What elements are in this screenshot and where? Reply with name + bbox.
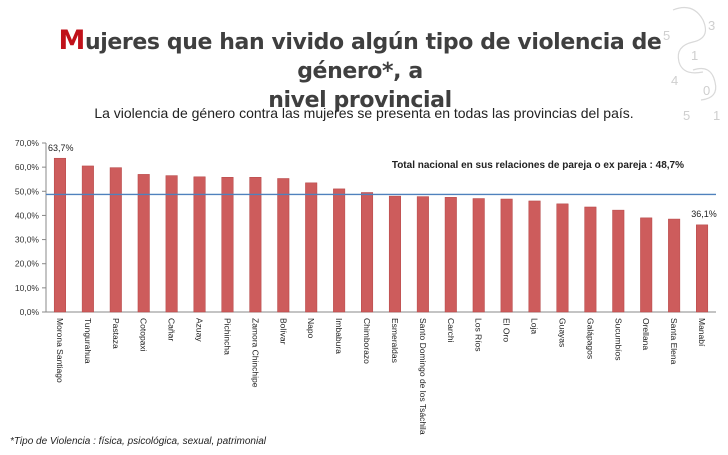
- footnote: *Tipo de Violencia : física, psicológica…: [10, 436, 266, 447]
- category-label: Imbabura: [334, 318, 344, 354]
- svg-text:1: 1: [691, 48, 698, 63]
- category-label: Pichincha: [222, 318, 232, 355]
- bar: [668, 218, 681, 313]
- bar: [416, 196, 429, 313]
- bar: [305, 182, 318, 313]
- bar: [388, 195, 401, 313]
- bar: [556, 203, 569, 313]
- category-label: Loja: [530, 318, 540, 334]
- category-label: El Oro: [502, 318, 512, 342]
- data-label: 36,1%: [691, 209, 717, 219]
- bar: [53, 157, 66, 313]
- category-label: Carchi: [446, 318, 456, 343]
- category-label: Tungurahua: [83, 318, 93, 364]
- bar: [444, 197, 457, 313]
- bar: [333, 188, 346, 313]
- category-label: Chimborazo: [362, 318, 372, 364]
- category-label: Guayas: [557, 318, 567, 347]
- reference-label: Total nacional en sus relaciones de pare…: [392, 160, 684, 171]
- category-label: Pastaza: [111, 318, 121, 349]
- bar: [249, 177, 262, 313]
- bar: [500, 198, 513, 313]
- category-label: Esmeraldas: [390, 318, 400, 363]
- category-label: Morona Santiago: [55, 318, 65, 383]
- data-label: 63,7%: [48, 143, 74, 153]
- svg-text:1: 1: [713, 108, 720, 123]
- svg-text:3: 3: [708, 18, 715, 33]
- bar: [696, 224, 709, 313]
- svg-text:4: 4: [671, 73, 678, 88]
- title-first-letter: M: [58, 25, 86, 56]
- category-label: Napo: [306, 318, 316, 339]
- category-label: Sucumbíos: [613, 318, 623, 361]
- category-label: Cañar: [167, 318, 177, 341]
- y-tick-label: 50,0%: [15, 186, 40, 196]
- category-label: Azuay: [195, 318, 205, 342]
- y-tick-label: 20,0%: [15, 259, 40, 269]
- bar: [528, 200, 541, 313]
- category-label: Zamora Chinchipe: [250, 318, 260, 388]
- y-tick-label: 60,0%: [15, 162, 40, 172]
- y-tick-label: 0,0%: [20, 307, 40, 317]
- category-label: Santo Domingo de los Tsáchilas: [418, 318, 428, 435]
- svg-text:5: 5: [663, 28, 670, 43]
- bar: [361, 192, 374, 313]
- bar: [584, 206, 597, 313]
- bar: [137, 174, 150, 313]
- bar: [193, 176, 206, 313]
- y-tick-label: 70,0%: [15, 138, 40, 148]
- bar: [612, 209, 625, 313]
- bar-chart: 0,0% 10,0% 20,0% 30,0% 40,0% 50,0% 60,0% 70,0% M…: [15, 138, 717, 435]
- y-tick-label: 40,0%: [15, 210, 40, 220]
- y-tick-label: 30,0%: [15, 235, 40, 245]
- title-line1: ujeres que han vivido algún tipo de viol…: [85, 30, 662, 84]
- svg-text:0: 0: [703, 83, 710, 98]
- bar: [472, 198, 485, 313]
- category-label: Cotopaxi: [139, 318, 149, 352]
- bar: [277, 178, 290, 313]
- bar: [221, 177, 234, 313]
- title-line2: nivel provincial: [268, 88, 452, 113]
- svg-text:5: 5: [683, 108, 690, 123]
- bar: [109, 167, 122, 313]
- category-label: Bolívar: [278, 318, 288, 345]
- bar: [640, 217, 653, 313]
- category-label: Santa Elena: [669, 318, 679, 365]
- chart-subtitle: La violencia de género contra las mujere…: [94, 105, 634, 121]
- category-label: Galápagos: [585, 318, 595, 359]
- bar: [165, 175, 178, 313]
- category-label: Orellana: [641, 318, 651, 350]
- category-label: Manabí: [697, 318, 707, 347]
- bar: [81, 165, 94, 313]
- category-label: Los Ríos: [474, 318, 484, 352]
- chart-title: Mujeres que han vivido algún tipo de vio…: [30, 26, 690, 115]
- y-tick-label: 10,0%: [15, 283, 40, 293]
